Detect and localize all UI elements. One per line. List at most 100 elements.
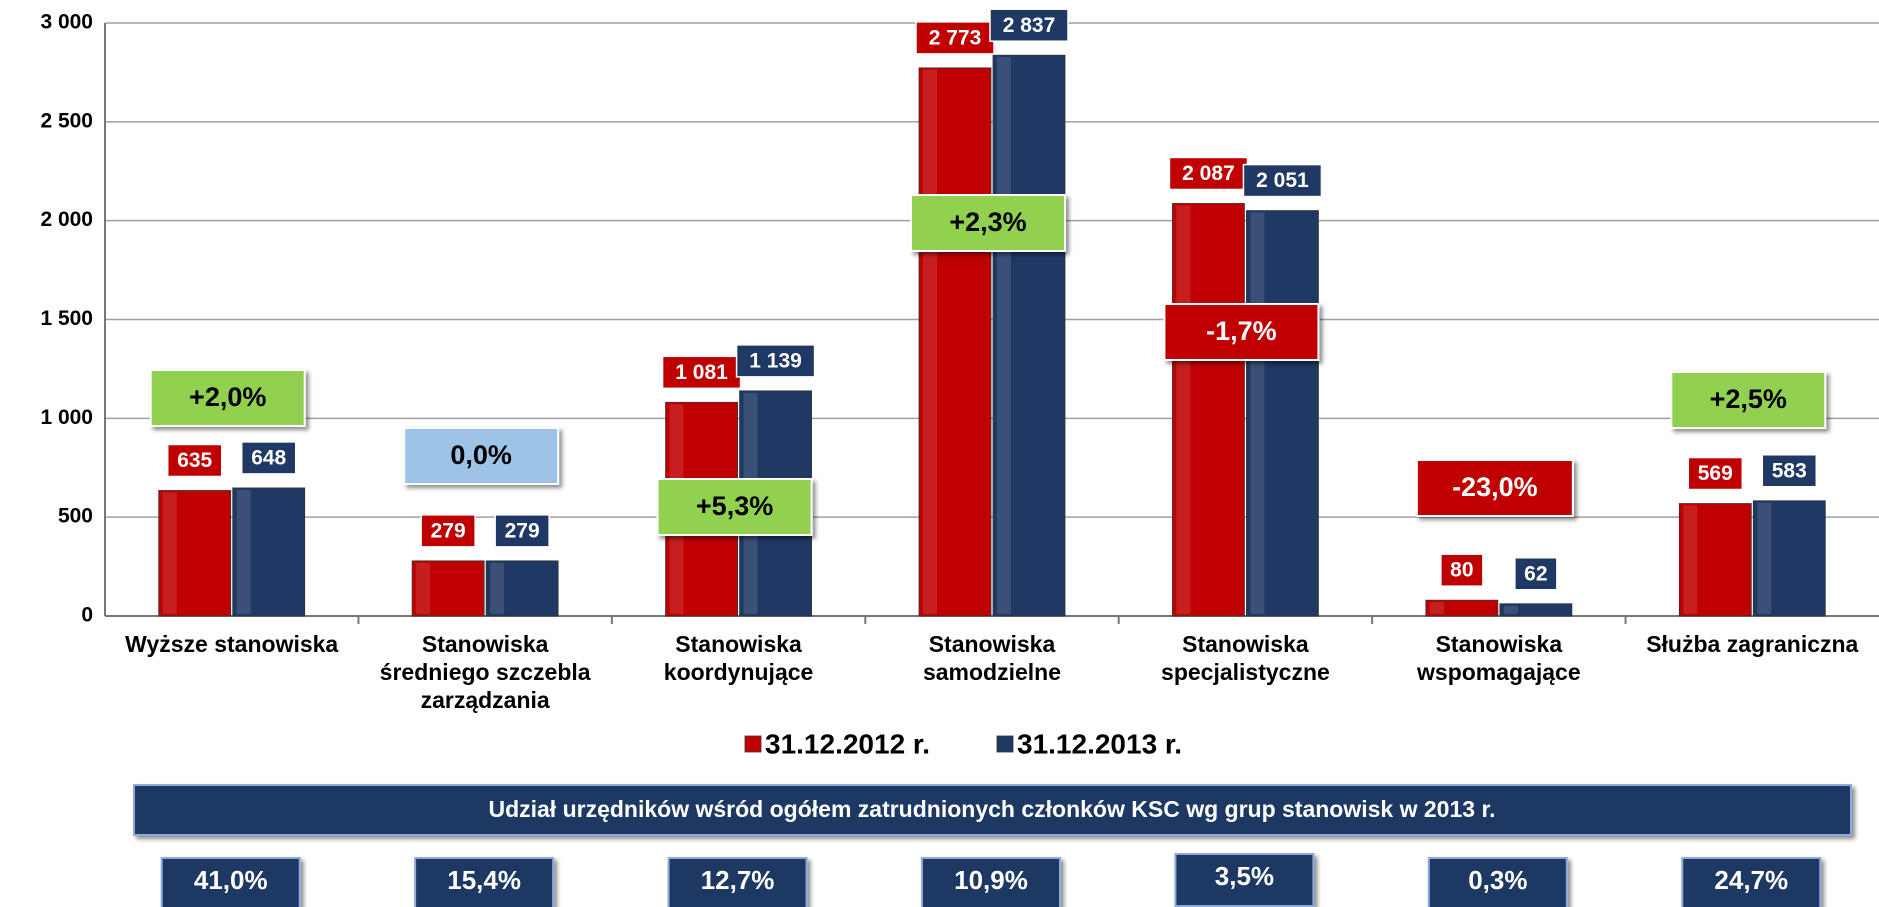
change-box [910, 194, 1066, 252]
legend-swatch [996, 735, 1014, 753]
value-label: 62 [1524, 562, 1547, 585]
bar-highlight [236, 489, 251, 614]
share-box [1681, 857, 1822, 907]
bar-highlight [1176, 205, 1191, 614]
y-tick-label: 0 [81, 604, 93, 627]
bar-highlight [416, 562, 431, 614]
bar [1246, 210, 1319, 617]
share-title: Udział urzędników wśród ogółem zatrudnio… [488, 796, 1495, 822]
bar [232, 487, 306, 617]
x-tick-label: Stanowiska średniego szczebla zarządzani… [379, 631, 591, 713]
bar-highlight [1250, 212, 1265, 614]
value-label-box [1687, 456, 1744, 491]
change-label: +2,5% [1710, 384, 1787, 414]
bar [1752, 500, 1826, 617]
value-label-box [420, 514, 476, 548]
bar [158, 490, 232, 617]
bar [918, 67, 992, 617]
value-label: 2 773 [929, 26, 982, 49]
share-label: 41,0% [194, 865, 268, 895]
x-tick-label: Wyższe stanowiska [125, 631, 339, 657]
bar [992, 54, 1066, 617]
change-box [656, 478, 813, 536]
change-box [403, 427, 560, 485]
share-box [414, 857, 555, 907]
bar [1172, 203, 1245, 617]
y-tick-label: 1 000 [40, 406, 93, 429]
y-tick-label: 2 000 [40, 208, 93, 231]
value-label-box [989, 8, 1069, 42]
share-box [1174, 853, 1315, 907]
value-label-box [1168, 156, 1249, 191]
bar [411, 560, 485, 617]
share-banner [133, 784, 1852, 836]
value-label: 1 081 [675, 361, 728, 384]
bar-highlight [997, 57, 1011, 614]
change-box [149, 369, 306, 427]
x-tick-label: Stanowiska specjalistyczne [1161, 631, 1330, 685]
share-box [160, 857, 301, 907]
change-label: +2,0% [189, 382, 266, 412]
value-label: 583 [1772, 459, 1807, 482]
change-box [1670, 371, 1827, 429]
value-label-box [1242, 163, 1323, 198]
value-label-box [661, 355, 742, 390]
bar [485, 560, 559, 617]
value-label-box [1761, 454, 1818, 488]
share-box [1427, 857, 1568, 907]
share-label: 15,4% [447, 865, 521, 895]
bar-highlight [1429, 602, 1444, 614]
value-label: 1 139 [749, 349, 802, 372]
y-tick-label: 2 500 [40, 109, 93, 132]
y-tick-label: 1 500 [40, 307, 93, 330]
value-label: 279 [505, 519, 540, 542]
bar [1678, 503, 1752, 617]
x-tick-label: Służba zagraniczna [1646, 631, 1859, 657]
change-box [1163, 303, 1320, 361]
change-label: -1,7% [1206, 316, 1277, 346]
x-tick-label: Stanowiska koordynujące [663, 631, 814, 685]
value-label: 635 [177, 449, 212, 472]
share-label: 12,7% [701, 865, 775, 895]
value-label-box [240, 441, 297, 475]
change-label: +5,3% [696, 491, 773, 521]
bar-highlight [923, 69, 937, 614]
value-label: 2 051 [1256, 169, 1309, 192]
bar-highlight [1503, 605, 1518, 614]
legend-swatch [744, 735, 762, 753]
value-label: 80 [1450, 559, 1473, 582]
share-label: 24,7% [1714, 865, 1788, 895]
value-label-box [1440, 553, 1484, 587]
bar-highlight [1757, 502, 1772, 614]
y-tick-label: 3 000 [40, 11, 93, 34]
legend-label: 31.12.2013 r. [1017, 728, 1182, 759]
change-label: -23,0% [1452, 472, 1538, 502]
change-label: +2,3% [949, 207, 1026, 237]
change-box [1415, 459, 1574, 517]
change-label: 0,0% [450, 440, 512, 470]
value-label: 279 [431, 519, 466, 542]
share-box [921, 857, 1061, 907]
share-label: 0,3% [1468, 865, 1527, 895]
value-label-box [735, 344, 816, 378]
value-label: 2 837 [1003, 14, 1056, 37]
value-label-box [1514, 556, 1558, 591]
value-label-box [166, 443, 223, 478]
bar [1425, 599, 1499, 617]
bar [1499, 603, 1573, 617]
value-label: 2 087 [1182, 162, 1235, 185]
value-label-box [494, 514, 550, 548]
bar-highlight [1683, 505, 1698, 614]
x-tick-label: Stanowiska samodzielne [922, 631, 1062, 685]
x-tick-label: Stanowiska wspomagające [1417, 631, 1581, 685]
value-label: 648 [251, 446, 286, 469]
share-box [667, 857, 808, 907]
value-label: 569 [1698, 462, 1733, 485]
share-label: 3,5% [1215, 861, 1274, 891]
y-tick-label: 500 [58, 505, 93, 528]
legend-label: 31.12.2012 r. [765, 728, 930, 759]
share-label: 10,9% [954, 865, 1028, 895]
bar-highlight [490, 562, 505, 614]
